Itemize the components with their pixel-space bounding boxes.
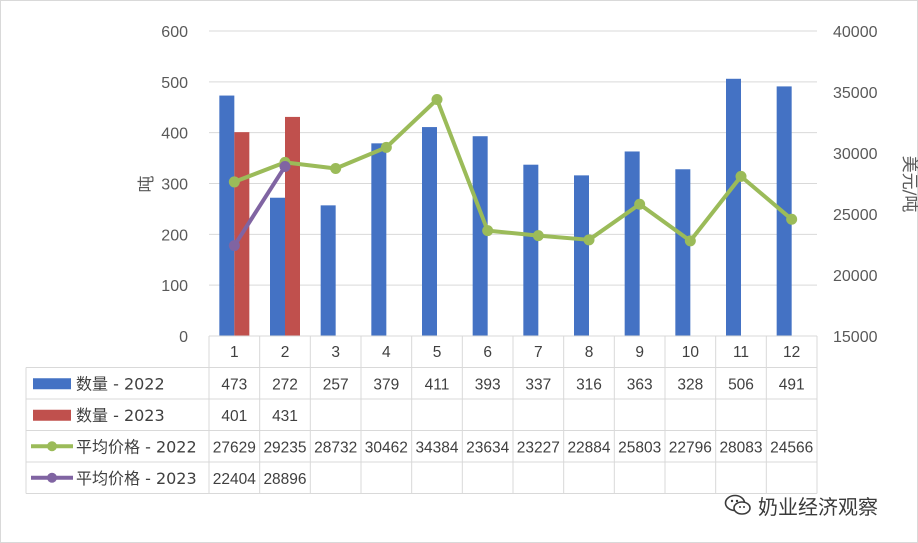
data-label: 316 (576, 376, 602, 393)
y2-tick-label: 40000 (833, 24, 878, 41)
line-point (583, 234, 595, 246)
y-tick-label: 500 (161, 75, 188, 92)
series-line (232, 165, 287, 247)
line-point (330, 162, 342, 174)
bar (422, 127, 437, 336)
data-label: 506 (728, 376, 754, 393)
y-tick-label: 300 (161, 177, 188, 194)
x-tick-label: 4 (382, 344, 391, 361)
legend-swatch (47, 472, 57, 483)
x-tick-label: 7 (534, 344, 543, 361)
line-point (634, 198, 646, 210)
data-label: 23227 (517, 439, 560, 456)
data-label: 24566 (770, 439, 813, 456)
data-label: 393 (475, 376, 501, 393)
data-label: 363 (627, 376, 653, 393)
data-label: 28083 (719, 439, 762, 456)
y2-axis-label: 美元/吨 (899, 156, 918, 213)
bar (574, 175, 589, 336)
x-tick-label: 1 (230, 344, 239, 361)
data-label: 328 (677, 376, 703, 393)
y-tick-label: 0 (179, 329, 188, 346)
data-label: 27629 (213, 439, 256, 456)
data-label: 34384 (415, 439, 458, 456)
legend-swatch (33, 409, 71, 421)
legend-label: 数量 - 2023 (76, 406, 165, 425)
bar (675, 169, 691, 336)
line-point (228, 176, 240, 188)
line-point (228, 240, 240, 252)
data-label: 28732 (314, 439, 357, 456)
y2-tick-label: 20000 (833, 268, 878, 285)
x-tick-label: 6 (483, 344, 492, 361)
x-tick-label: 3 (331, 344, 340, 361)
line-point (684, 235, 696, 247)
data-label: 431 (272, 408, 298, 425)
bar (285, 116, 300, 337)
data-label: 25803 (618, 439, 661, 456)
data-label: 411 (425, 376, 450, 393)
y2-tick-label: 35000 (833, 85, 878, 102)
line-point (431, 94, 443, 106)
series-line (233, 97, 793, 243)
line-point (532, 230, 544, 242)
y-tick-label: 100 (161, 278, 188, 295)
x-tick-label: 2 (281, 344, 290, 361)
data-label: 473 (221, 376, 247, 393)
data-label: 337 (525, 376, 551, 393)
data-label: 401 (221, 408, 247, 425)
bar (523, 164, 539, 336)
legend-label: 平均价格 - 2022 (76, 437, 197, 456)
bar (270, 197, 285, 336)
data-label: 272 (272, 376, 298, 393)
data-label: 28896 (263, 471, 306, 488)
data-label: 491 (779, 376, 805, 393)
bar (219, 95, 235, 336)
line-point (279, 160, 291, 172)
wechat-icon (724, 494, 751, 515)
line-point (735, 170, 747, 182)
x-tick-label: 8 (585, 344, 594, 361)
x-tick-label: 5 (433, 344, 442, 361)
data-label: 257 (323, 376, 349, 393)
data-label: 22884 (567, 439, 610, 456)
watermark: 奶业经济观察 (724, 490, 878, 520)
line-point (380, 141, 392, 153)
y-tick-label: 200 (161, 227, 188, 244)
bar (472, 136, 488, 336)
bar (320, 205, 336, 336)
y2-tick-label: 30000 (833, 146, 878, 163)
data-label: 23634 (466, 439, 509, 456)
data-label: 22404 (213, 471, 256, 488)
line-point (482, 225, 494, 237)
y-tick-label: 400 (161, 126, 188, 143)
data-label: 30462 (365, 439, 408, 456)
watermark-text: 奶业经济观察 (758, 494, 878, 519)
line-point (786, 213, 798, 225)
x-tick-label: 12 (783, 344, 800, 361)
y2-tick-label: 25000 (833, 207, 878, 224)
y-tick-label: 600 (161, 24, 188, 41)
y2-tick-label: 15000 (833, 329, 878, 346)
x-tick-label: 11 (733, 344, 749, 361)
y-axis-label: 吨 (137, 176, 157, 193)
x-tick-label: 10 (682, 344, 700, 361)
data-label: 379 (373, 376, 399, 393)
legend-label: 数量 - 2022 (76, 374, 165, 393)
bar (624, 151, 640, 336)
legend-swatch (47, 441, 57, 452)
data-label: 22796 (669, 439, 712, 456)
data-label: 29235 (263, 439, 306, 456)
bar (726, 78, 741, 337)
legend-swatch (33, 378, 71, 390)
x-tick-label: 9 (635, 344, 644, 361)
legend-label: 平均价格 - 2023 (76, 469, 197, 488)
bar (371, 143, 387, 336)
